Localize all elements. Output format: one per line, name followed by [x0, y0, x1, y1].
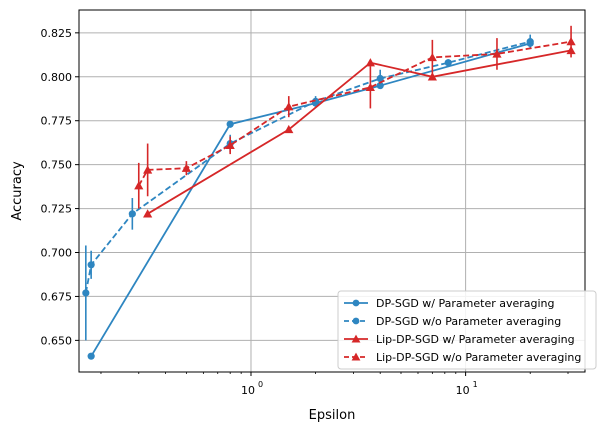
y-tick-label: 0.800 [41, 71, 73, 84]
data-point-marker [284, 102, 294, 111]
data-point-marker [311, 97, 320, 105]
data-point-marker [526, 38, 534, 46]
legend-item: Lip-DP-SGD w/ Parameter averaging [344, 333, 575, 346]
y-tick-label: 0.775 [41, 115, 73, 128]
series-lip-dp-sgd-w-parameter-averaging [143, 45, 576, 218]
legend: DP-SGD w/ Parameter averaging DP-SGD w/o … [337, 290, 597, 370]
series-line [84, 40, 531, 294]
data-point-marker [284, 124, 294, 134]
series-lip-dp-sgd-w-o-parameter-averaging [134, 25, 576, 209]
y-tick-label: 0.700 [41, 247, 73, 260]
x-tick-exponent: 0 [258, 380, 263, 389]
data-point-marker [143, 165, 153, 174]
x-tick-label: 10 [456, 384, 470, 397]
data-point-marker [365, 58, 375, 67]
data-point-marker [87, 261, 95, 269]
x-tick-exponent: 1 [473, 380, 478, 389]
data-point-marker [181, 163, 191, 172]
y-tick-label: 0.650 [41, 334, 73, 347]
data-point-marker [352, 317, 360, 325]
data-point-marker [87, 352, 95, 360]
series-layer [82, 25, 576, 360]
legend-box [337, 290, 597, 370]
data-point-marker [143, 209, 153, 218]
data-point-marker [134, 181, 144, 190]
data-point-marker [128, 210, 136, 218]
data-point-marker [427, 72, 437, 81]
data-point-marker [225, 140, 235, 149]
y-axis-label: Accuracy [10, 161, 25, 221]
data-point-marker [82, 289, 90, 297]
data-point-marker [351, 334, 361, 343]
data-point-marker [226, 120, 234, 128]
data-point-marker [492, 49, 502, 58]
axes-frame [78, 9, 586, 373]
data-point-marker [376, 74, 384, 83]
legend-label: DP-SGD w/o Parameter averaging [376, 315, 561, 328]
data-point-marker [352, 299, 360, 307]
data-point-marker [427, 52, 437, 62]
data-point-marker [566, 37, 576, 46]
y-tick-label: 0.725 [41, 203, 73, 216]
data-point-marker [444, 59, 452, 67]
y-tick-label: 0.675 [41, 290, 73, 303]
data-point-marker [365, 82, 375, 92]
y-tick-label: 0.825 [41, 27, 73, 40]
x-axis-label: Epsilon [309, 408, 356, 423]
x-tick-label: 10 [241, 384, 255, 397]
legend-label: DP-SGD w/ Parameter averaging [376, 297, 555, 310]
legend-item: DP-SGD w/o Parameter averaging [344, 315, 561, 328]
series-line [147, 49, 572, 215]
legend-item: Lip-DP-SGD w/o Parameter averaging [344, 351, 581, 364]
legend-label: Lip-DP-SGD w/ Parameter averaging [376, 333, 575, 346]
legend-item: DP-SGD w/ Parameter averaging [344, 297, 555, 310]
ticks-layer: 0.650 0.675 0.700 0.725 0.750 0.775 0.800 0.825… [41, 27, 569, 397]
data-point-marker [351, 352, 361, 361]
y-tick-label: 0.750 [41, 159, 73, 172]
legend-label: Lip-DP-SGD w/o Parameter averaging [376, 351, 581, 364]
